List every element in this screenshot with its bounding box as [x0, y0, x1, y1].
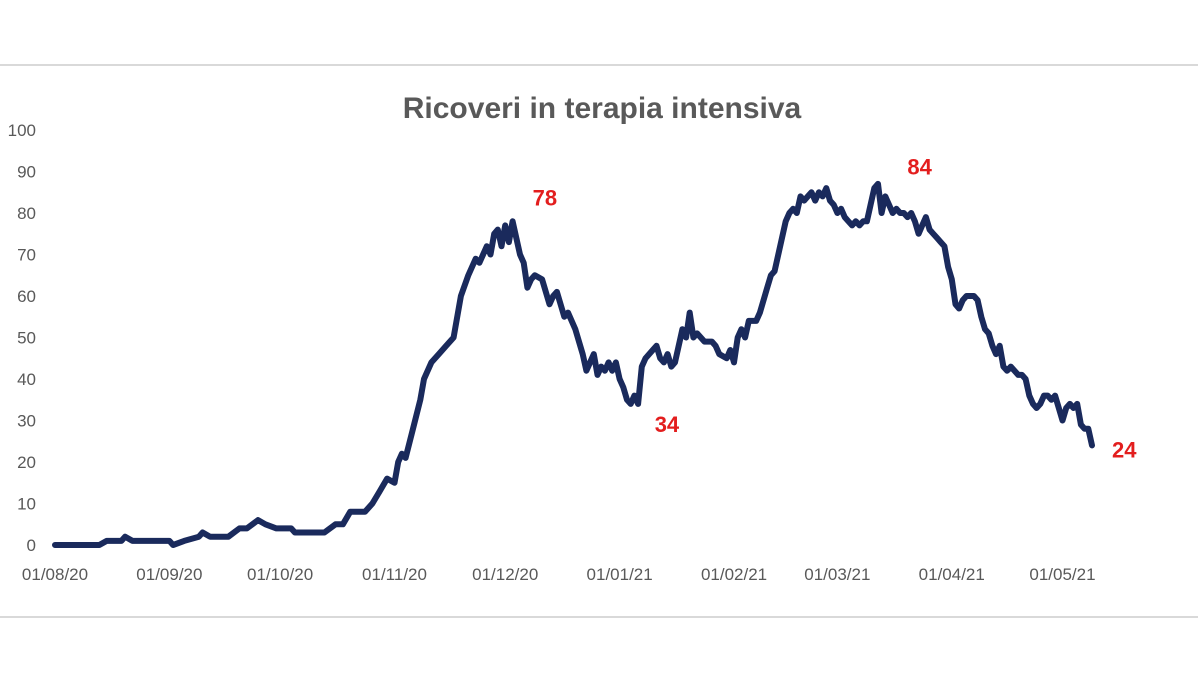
y-tick-label: 10 [17, 495, 36, 514]
x-tick-label: 01/03/21 [804, 565, 870, 584]
annotation-layer: 78 34 84 24 [533, 154, 1138, 462]
x-tick-label: 01/12/20 [472, 565, 538, 584]
x-tick-label: 01/10/20 [247, 565, 313, 584]
data-label: 84 [907, 154, 932, 179]
x-axis-ticks: 01/08/20 01/09/20 01/10/20 01/11/20 01/12/20… [22, 565, 1096, 584]
y-tick-label: 100 [8, 121, 36, 140]
x-tick-label: 01/04/21 [919, 565, 985, 584]
data-label: 24 [1112, 437, 1137, 462]
series-layer [52, 180, 1095, 548]
x-tick-label: 01/09/20 [136, 565, 202, 584]
y-tick-label: 40 [17, 370, 36, 389]
y-tick-label: 0 [27, 536, 36, 555]
x-tick-label: 01/11/20 [362, 565, 427, 584]
top-divider [0, 64, 1198, 66]
y-tick-label: 80 [17, 204, 36, 223]
y-tick-label: 70 [17, 246, 36, 265]
chart-title: Ricoveri in terapia intensiva [403, 92, 802, 125]
y-tick-label: 90 [17, 163, 36, 182]
y-axis-ticks: 0 10 20 30 40 50 60 70 80 90 100 [8, 121, 36, 555]
x-tick-label: 01/08/20 [22, 565, 88, 584]
data-label: 78 [533, 185, 557, 210]
series-line [52, 180, 1095, 548]
x-tick-label: 01/01/21 [587, 565, 653, 584]
y-tick-label: 30 [17, 412, 36, 431]
y-tick-label: 50 [17, 329, 36, 348]
x-tick-label: 01/05/21 [1029, 565, 1095, 584]
data-label: 34 [655, 412, 680, 437]
y-tick-label: 60 [17, 287, 36, 306]
x-tick-label: 01/02/21 [701, 565, 767, 584]
y-tick-label: 20 [17, 453, 36, 472]
bottom-divider [0, 616, 1198, 618]
